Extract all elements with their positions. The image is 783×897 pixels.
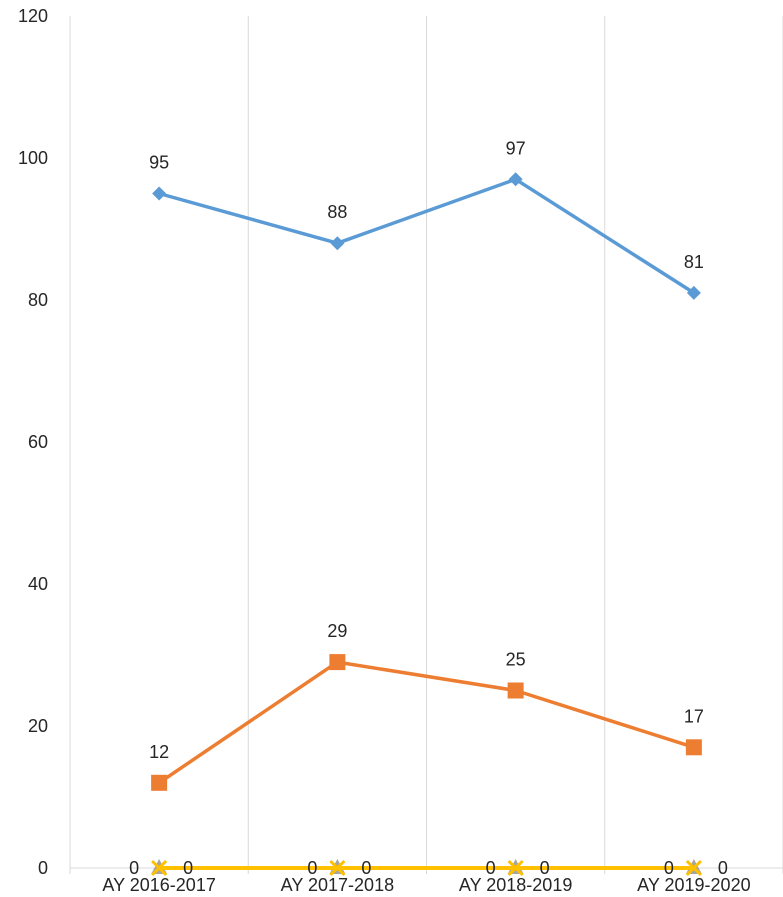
y-tick-label: 120 (18, 6, 48, 26)
x-tick-label: AY 2016-2017 (102, 875, 215, 895)
y-tick-label: 100 (18, 148, 48, 168)
data-labels: 95 88 97 81 12 29 25 17 0 0 0 0 0 0 0 0 (129, 138, 728, 878)
data-point (507, 682, 524, 699)
data-label: 95 (149, 153, 169, 173)
data-point (329, 859, 346, 877)
y-tick-label: 80 (28, 290, 48, 310)
data-point (152, 186, 167, 201)
y-tick-label: 0 (38, 858, 48, 878)
data-point (508, 172, 523, 187)
data-label: 0 (361, 858, 371, 878)
y-tick-label: 40 (28, 574, 48, 594)
data-label: 81 (684, 252, 704, 272)
data-label: 17 (684, 706, 704, 726)
data-label: 0 (664, 858, 674, 878)
data-point (330, 236, 345, 251)
data-label: 0 (540, 858, 550, 878)
x-tick-label: AY 2019-2020 (637, 875, 750, 895)
data-label: 0 (183, 858, 193, 878)
x-tick-label: AY 2018-2019 (459, 875, 572, 895)
data-label: 12 (149, 742, 169, 762)
x-axis: AY 2016-2017 AY 2017-2018 AY 2018-2019 AY 2… (102, 875, 750, 895)
data-label: 88 (327, 202, 347, 222)
data-label: 29 (327, 621, 347, 641)
data-label: 0 (486, 858, 496, 878)
y-tick-label: 60 (28, 432, 48, 452)
data-point (151, 859, 168, 877)
series-line (158, 177, 695, 295)
data-label: 0 (718, 858, 728, 878)
data-point (329, 654, 346, 671)
y-tick-label: 20 (28, 716, 48, 736)
series-line (158, 660, 695, 785)
series-layer (151, 172, 702, 877)
x-tick-label: AY 2017-2018 (281, 875, 394, 895)
data-label: 0 (307, 858, 317, 878)
data-point (685, 739, 702, 756)
gridlines (69, 16, 783, 874)
data-point (686, 285, 701, 300)
data-label: 25 (506, 650, 526, 670)
data-point (151, 774, 168, 791)
data-point (507, 859, 524, 877)
data-label: 0 (129, 858, 139, 878)
data-label: 97 (506, 138, 526, 158)
y-axis: 0 20 40 60 80 100 120 (18, 6, 48, 878)
data-point (685, 859, 702, 877)
